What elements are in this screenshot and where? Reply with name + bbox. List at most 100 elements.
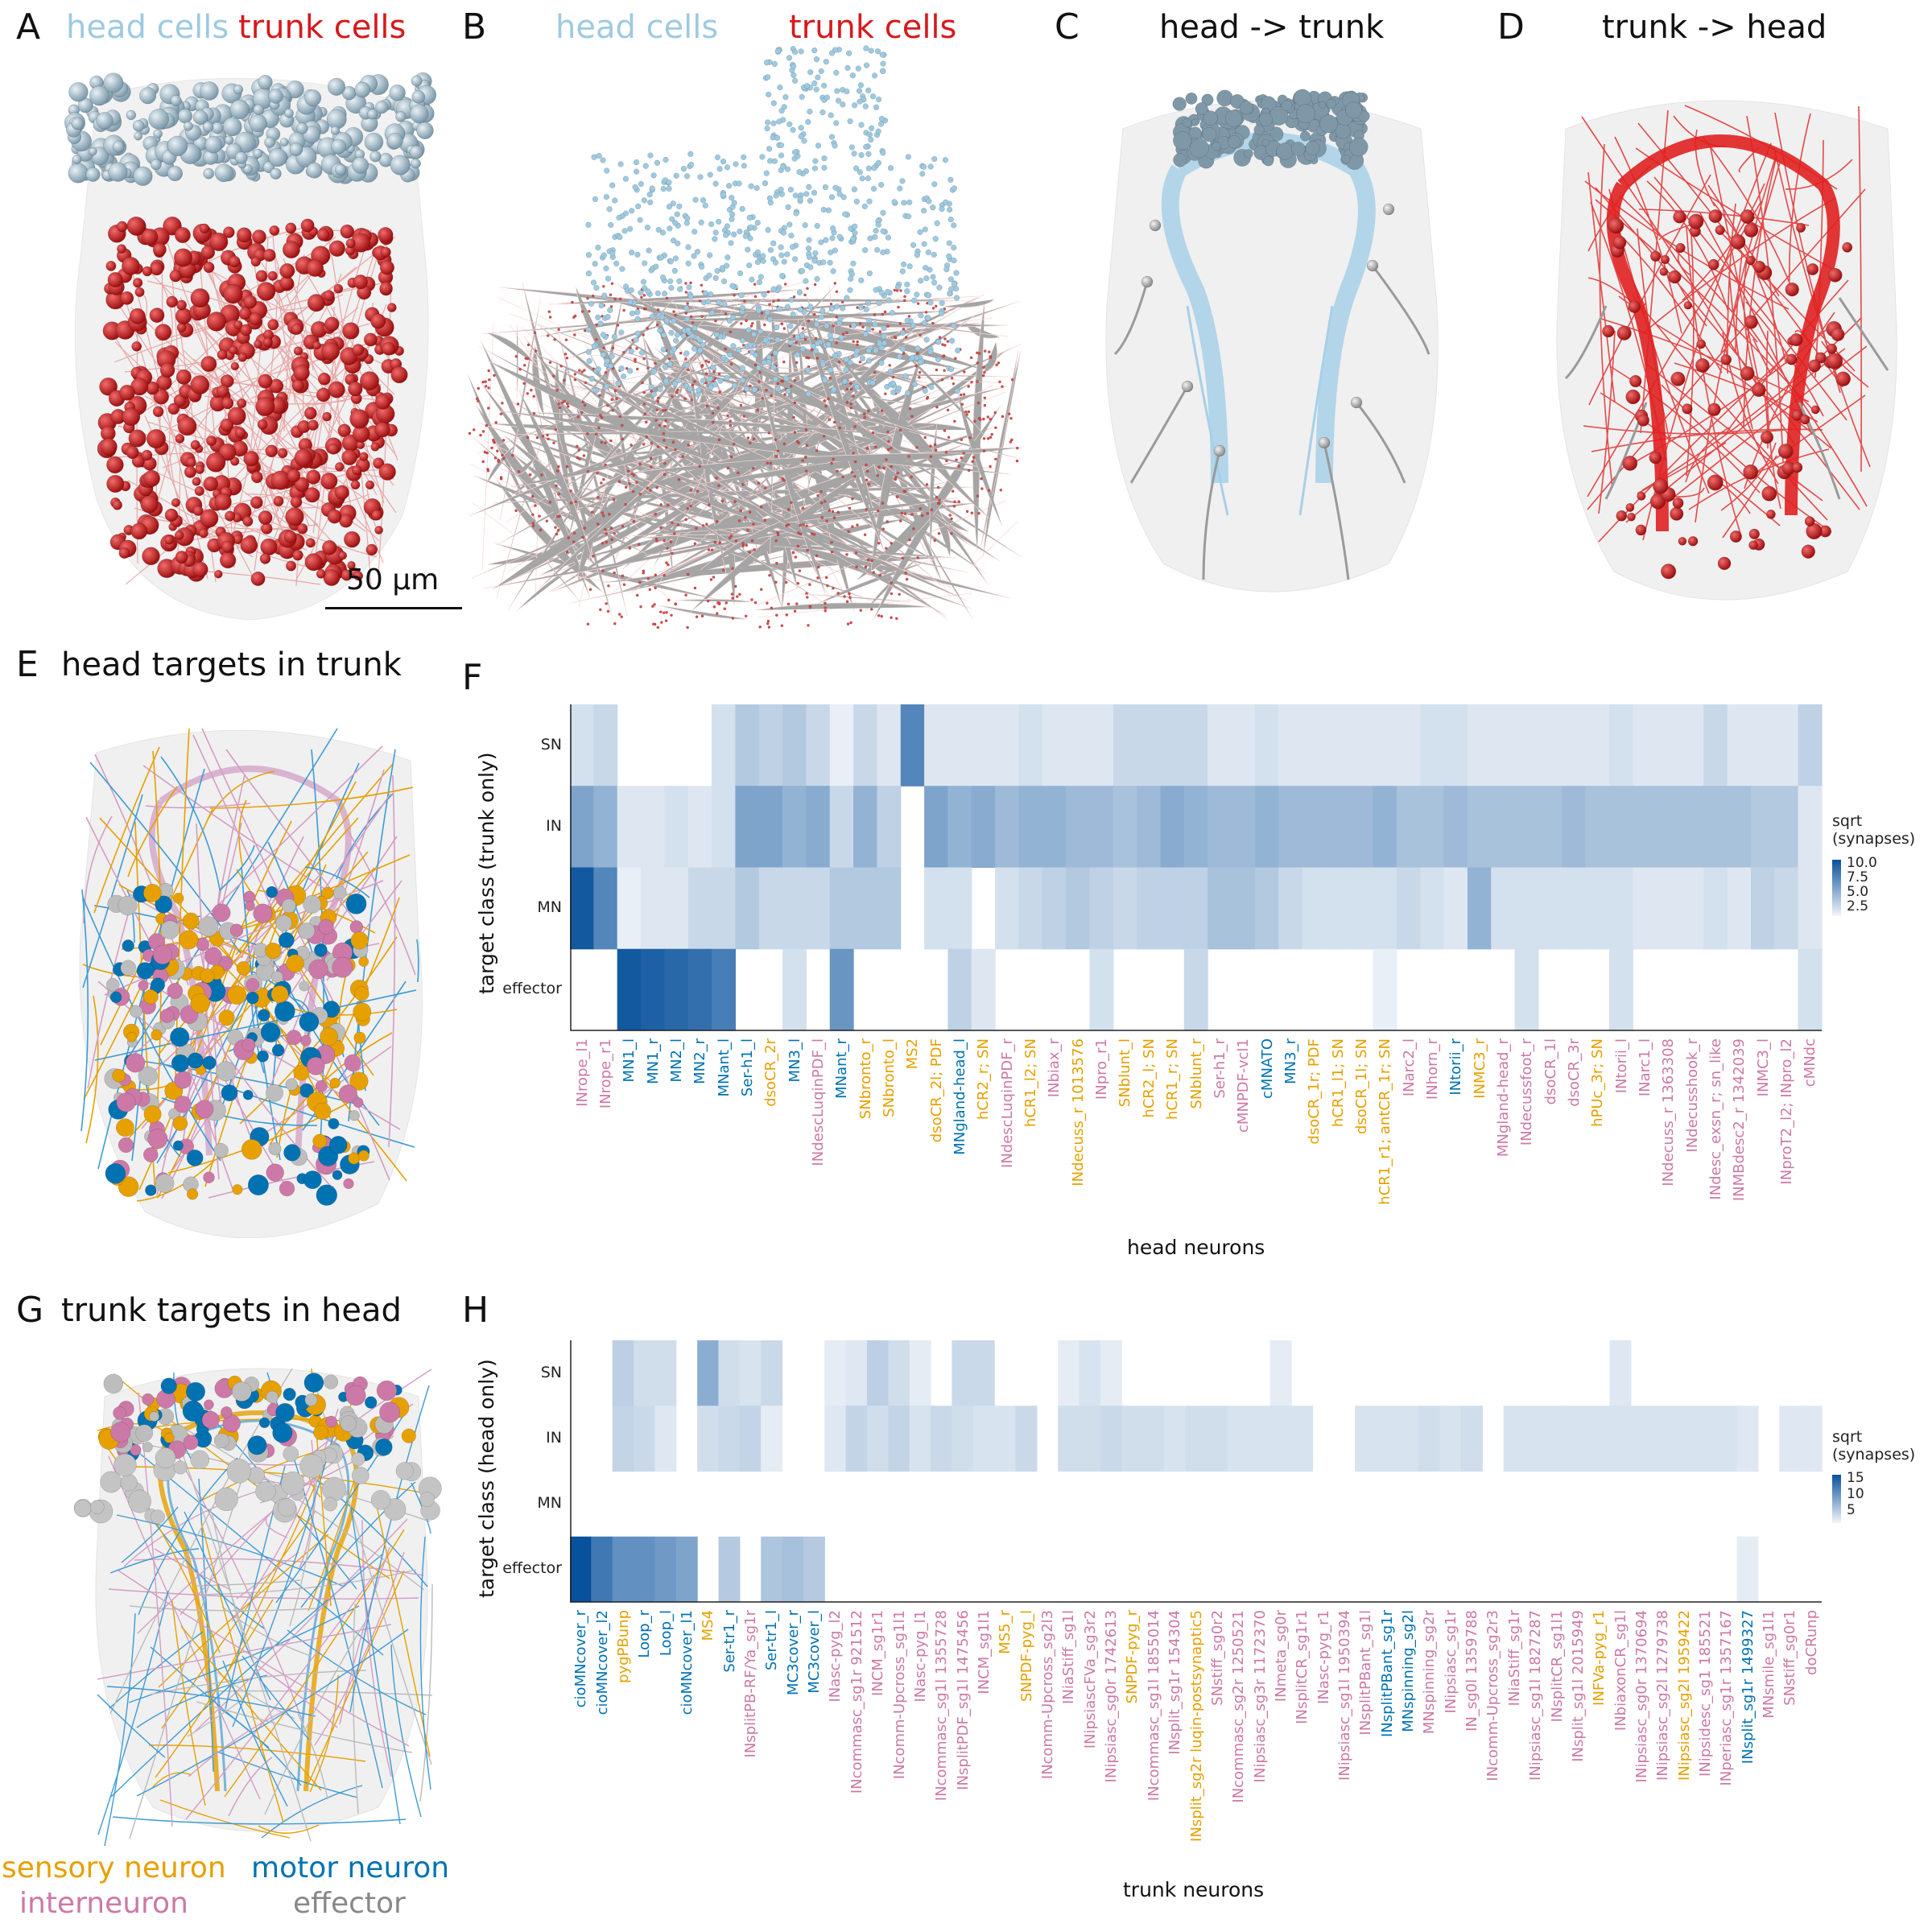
head-node — [793, 210, 799, 217]
trunk-node — [650, 605, 654, 609]
head-node — [773, 192, 779, 199]
x-tick-label: SNblunt_l — [1117, 1038, 1134, 1108]
trunk-cell — [206, 436, 217, 447]
trunk-node — [890, 542, 894, 545]
head-node — [607, 307, 613, 313]
head-node — [865, 165, 872, 171]
trunk-node — [929, 455, 933, 459]
head-node — [657, 386, 663, 393]
head-node — [828, 112, 834, 118]
sensory-neuron-cell — [190, 993, 210, 1013]
head-node — [846, 50, 852, 56]
trunk-node — [581, 400, 585, 404]
sensory-neuron-cell — [126, 1031, 137, 1042]
trunk-cell — [140, 495, 159, 514]
trunk-node — [733, 500, 737, 503]
trunk-node — [610, 282, 614, 286]
head-node — [770, 364, 777, 370]
trunk-node — [967, 385, 971, 388]
trunk-node — [689, 315, 693, 319]
heatmap-cell — [888, 1406, 910, 1472]
trunk-node — [655, 539, 658, 543]
head-node — [880, 228, 886, 234]
trunk-node — [953, 419, 956, 423]
x-tick-label: INipsiasc_sg1r — [1442, 1610, 1459, 1714]
trunk-node — [639, 605, 642, 609]
heatmap-cell — [654, 1536, 677, 1603]
x-tick-label: Ser-tr1_r — [720, 1610, 738, 1673]
heatmap-cell — [829, 786, 854, 869]
trunk-node — [946, 340, 950, 343]
x-tick-label: INMC3_l — [1754, 1038, 1772, 1097]
heatmap-cell — [1042, 704, 1067, 786]
head-node — [766, 195, 773, 201]
sensory-neuron-cell — [350, 931, 369, 950]
head-node — [588, 300, 595, 307]
heatmap-cell — [1656, 867, 1681, 950]
head-node — [850, 322, 857, 328]
trunk-cell — [1791, 409, 1803, 421]
heatmap-cell — [1656, 704, 1681, 786]
heatmap-cell — [1630, 1406, 1653, 1472]
trunk-node — [557, 493, 560, 496]
effector-cell — [332, 886, 347, 900]
trunk-node — [902, 299, 906, 303]
trunk-cell — [176, 299, 188, 311]
trunk-node — [994, 426, 997, 430]
trunk-node — [881, 312, 885, 316]
trunk-node — [774, 539, 778, 543]
head-node — [669, 216, 675, 222]
trunk-node — [997, 361, 1001, 365]
heatmap-cell — [952, 1406, 974, 1472]
trunk-node — [654, 573, 658, 577]
trunk-cell — [1717, 556, 1732, 571]
head-node — [683, 382, 690, 389]
heatmap-cell — [806, 786, 831, 869]
trunk-cell — [1707, 258, 1719, 270]
trunk-node — [553, 337, 556, 341]
trunk-node — [865, 508, 869, 511]
trunk-cell — [223, 283, 243, 304]
trunk-cell — [353, 571, 364, 581]
head-node — [670, 237, 677, 244]
trunk-cell — [1808, 359, 1821, 373]
heatmap-cell — [782, 867, 807, 950]
trunk-node — [468, 431, 472, 436]
trunk-node — [671, 551, 674, 555]
trunk-node — [756, 408, 760, 412]
trunk-node — [766, 621, 770, 625]
heatmap-cell — [1750, 704, 1775, 786]
trunk-node — [545, 519, 549, 523]
head-cell — [1172, 97, 1187, 111]
heatmap-cell — [1588, 1406, 1611, 1472]
trunk-node — [649, 465, 653, 469]
heatmap-cell — [1278, 704, 1303, 786]
head-node — [934, 220, 940, 226]
heatmap-cell — [806, 704, 831, 786]
trunk-node — [602, 346, 605, 350]
head-cell — [72, 155, 82, 165]
trunk-node — [616, 324, 620, 327]
trunk-node — [938, 498, 941, 502]
trunk-cell — [293, 346, 303, 356]
trunk-node — [858, 322, 862, 325]
x-tick-label: INiaStiff_sg1l — [1060, 1610, 1078, 1704]
heatmap-cell — [1231, 786, 1256, 869]
trunk-cell — [257, 419, 268, 430]
heatmap-cell — [1231, 867, 1256, 950]
trunk-cell — [225, 510, 236, 522]
heatmap-cell — [1269, 1406, 1292, 1472]
trunk-node — [662, 431, 666, 436]
trunk-node — [599, 413, 602, 417]
head-cell — [1341, 155, 1351, 164]
heatmap-f-ylabel: target class (trunk only) — [475, 752, 498, 994]
head-node — [743, 386, 750, 392]
trunk-node — [827, 397, 830, 401]
heatmap-cell — [1608, 867, 1633, 950]
trunk-node — [832, 516, 836, 520]
sensory-neuron-cell — [353, 1031, 366, 1044]
x-tick-label: INasc-pyg_l1 — [911, 1610, 929, 1703]
trunk-node — [973, 419, 976, 423]
head-cell — [85, 167, 101, 182]
head-node — [857, 98, 863, 105]
